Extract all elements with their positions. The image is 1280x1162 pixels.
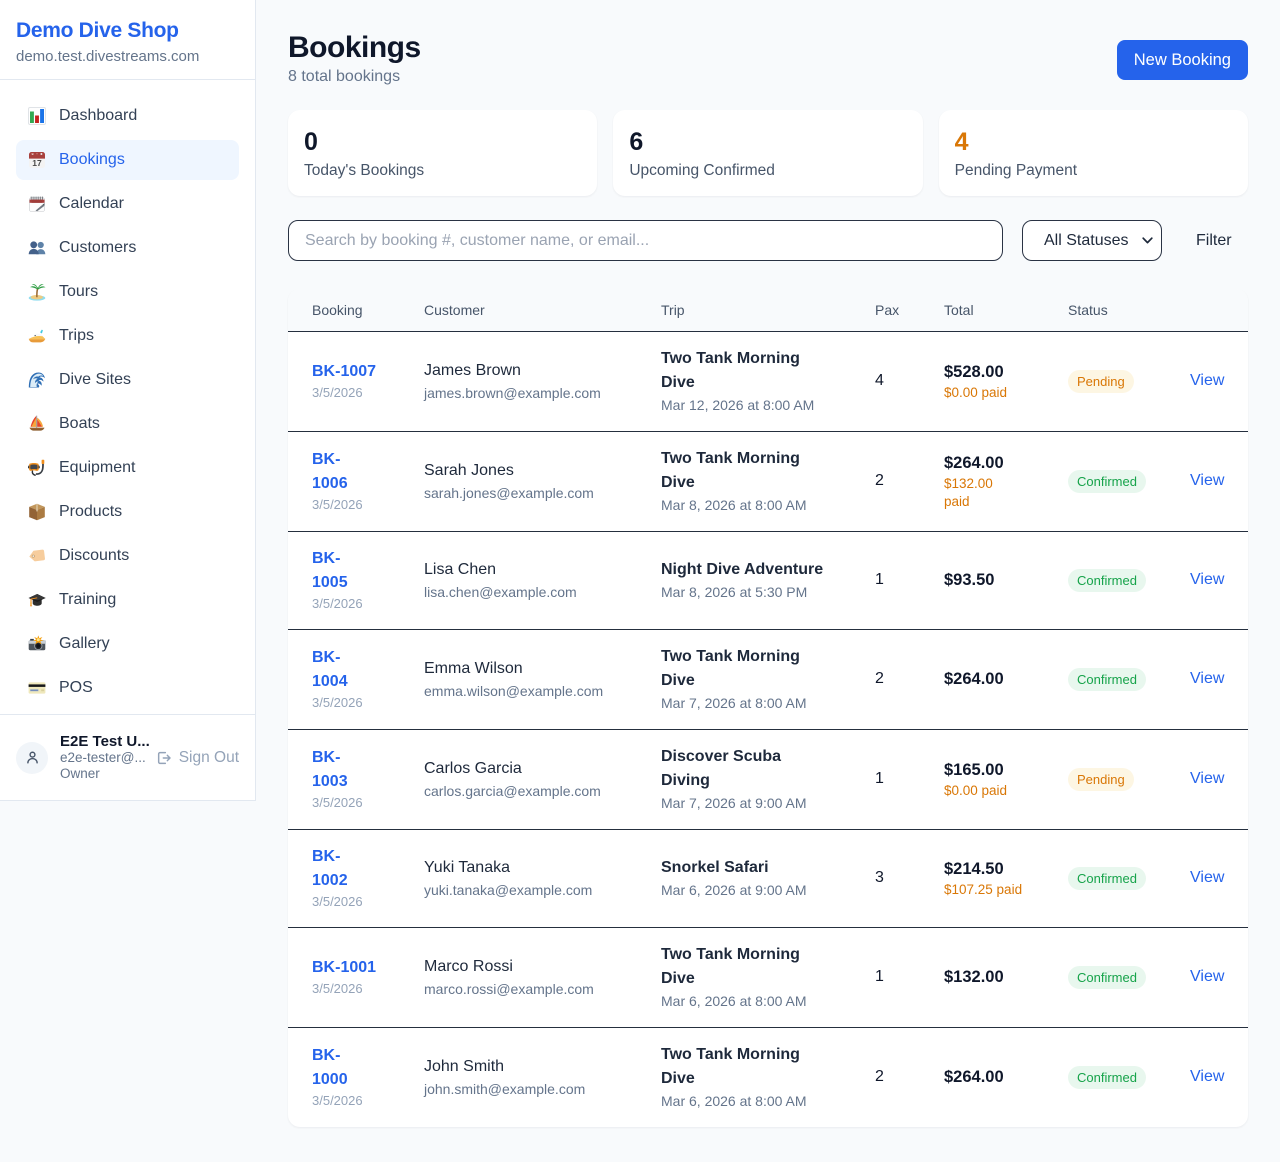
svg-text:17: 17 <box>32 158 42 168</box>
